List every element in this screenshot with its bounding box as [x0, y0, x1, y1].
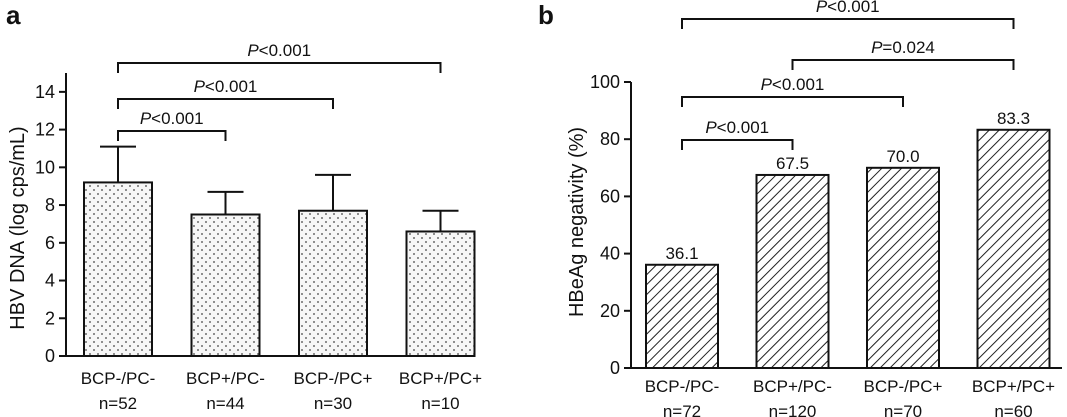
panel-b-significance-label: P<0.001: [705, 118, 769, 137]
panel-b-category-label: BCP-/PC-: [645, 377, 720, 396]
panel-a-y-tick-label: 6: [45, 233, 55, 253]
panel-b-n-label: n=72: [663, 402, 701, 417]
panel-a-y-axis-title: HBV DNA (log cps/mL): [7, 126, 29, 329]
panel-a-bar: [83, 181, 153, 357]
panel-b-n-label: n=70: [884, 402, 922, 417]
panel-a-letter: a: [6, 0, 21, 30]
panel-a-y-tick-label: 14: [35, 82, 55, 102]
panel-b-bar: [645, 263, 719, 369]
panel-b-category-label: BCP-/PC+: [864, 377, 943, 396]
panel-b-significance-bracket: [681, 139, 794, 150]
panel-a-significance-label: P<0.001: [140, 109, 204, 128]
panel-b-y-axis-title: HBeAg negativity (%): [566, 127, 588, 317]
panel-b-y-tick-label: 100: [590, 72, 620, 92]
panel-b-value-label: 83.3: [997, 109, 1030, 128]
panel-a-category-label: BCP-/PC+: [294, 369, 373, 388]
panel-a-n-label: n=44: [206, 394, 244, 413]
panel-a-category-label: BCP+/PC+: [399, 369, 482, 388]
panel-a-bar: [405, 230, 476, 357]
panel-b-bar: [866, 166, 940, 369]
panel-b-significance-bracket: [681, 96, 904, 107]
panel-a-n-label: n=10: [421, 394, 459, 413]
panel-b-letter: b: [538, 0, 554, 30]
panel-b-n-label: n=60: [994, 402, 1032, 417]
panel-b-value-label: 67.5: [776, 154, 809, 173]
panel-a-significance-bracket: [117, 98, 334, 109]
panel-b-significance-bracket: [681, 18, 1015, 29]
panel-a-bar: [298, 209, 368, 357]
panel-a-significance-label: P<0.001: [194, 77, 258, 96]
panel-b-bar: [976, 128, 1051, 369]
panel-b-bar: [755, 173, 830, 369]
panel-a-significance-label: P<0.001: [247, 41, 311, 60]
panel-b-significance-label: P<0.001: [761, 75, 825, 94]
panel-a-category-label: BCP-/PC-: [81, 369, 156, 388]
panel-b-y-tick-label: 60: [600, 186, 620, 206]
panel-a-significance-bracket: [117, 62, 442, 73]
panel-a-n-label: n=30: [314, 394, 352, 413]
panel-b-category-label: BCP+/PC+: [972, 377, 1055, 396]
panel-b-significance-bracket: [791, 59, 1015, 70]
panel-b-value-label: 36.1: [665, 244, 698, 263]
panel-a-y-tick-label: 12: [35, 120, 55, 140]
panel-b-y-tick-label: 80: [600, 129, 620, 149]
panel-b-significance-label: P=0.024: [871, 38, 935, 57]
panel-b-chart: b HBeAg negativity (%) 0 20 40 60 80 100 36.1 B…: [538, 0, 1062, 417]
panel-a-y-tick-label: 10: [35, 157, 55, 177]
panel-a-category-label: BCP+/PC-: [186, 369, 265, 388]
panel-a-n-label: n=52: [99, 394, 137, 413]
panel-b-value-label: 70.0: [886, 147, 919, 166]
panel-a-y-tick-label: 8: [45, 195, 55, 215]
panel-a-y-tick-label: 0: [45, 346, 55, 366]
panel-b-y-tick-label: 20: [600, 301, 620, 321]
panel-a-chart: a HBV DNA (log cps/mL) 0 2 4 6 8 10 12 14 BCP-/P…: [6, 0, 482, 413]
panel-a-y-tick-label: 4: [45, 271, 55, 291]
panel-b-category-label: BCP+/PC-: [753, 377, 832, 396]
panel-b-significance-label: P<0.001: [816, 0, 880, 16]
panel-a-bar: [190, 213, 261, 357]
panel-a-significance-bracket: [117, 130, 227, 141]
panel-b-y-tick-label: 0: [610, 358, 620, 378]
panel-a-y-tick-label: 2: [45, 308, 55, 328]
panel-b-y-tick-label: 40: [600, 244, 620, 264]
panel-b-n-label: n=120: [769, 402, 817, 417]
